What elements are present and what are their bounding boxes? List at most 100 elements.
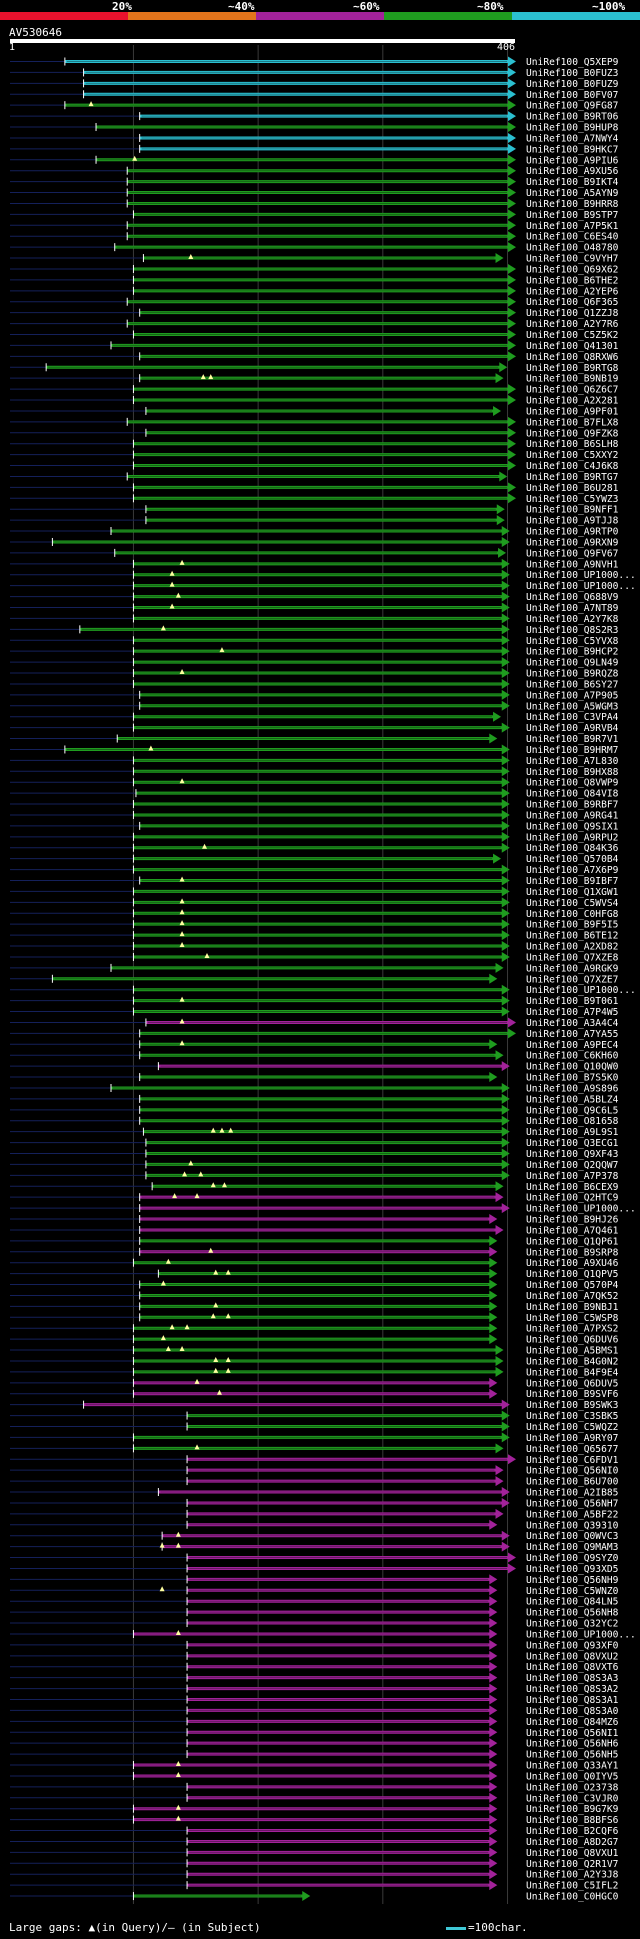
hit-label: UniRef100_UP1000... bbox=[526, 570, 636, 581]
hit-label: UniRef100_Q7XZE8 bbox=[526, 952, 619, 963]
hit-arrow bbox=[489, 1585, 498, 1596]
hit-arrow bbox=[489, 1814, 498, 1825]
hit-label: UniRef100_Q6DUV6 bbox=[526, 1335, 619, 1346]
hit-label: UniRef100_Q9FZK8 bbox=[526, 428, 619, 439]
query-gap-marker bbox=[194, 1378, 200, 1384]
hit-label: UniRef100_B9SRP8 bbox=[526, 1247, 619, 1258]
hit-arrow bbox=[508, 449, 516, 460]
hit-label: UniRef100_UP1000... bbox=[526, 1204, 636, 1215]
hit-label: UniRef100_B9HUP8 bbox=[526, 123, 619, 134]
hit-arrow bbox=[489, 1377, 498, 1388]
hit-label: UniRef100_A9RVB4 bbox=[526, 723, 619, 734]
hit-label: UniRef100_B9HRR8 bbox=[526, 199, 619, 210]
hit-arrow bbox=[501, 799, 510, 810]
hit-arrow bbox=[489, 1836, 498, 1847]
hit-arrow bbox=[489, 1246, 498, 1257]
gap-legend: Large gaps: ▲(in Query)/– (in Subject) bbox=[9, 1921, 261, 1934]
hit-label: UniRef100_Q9FV67 bbox=[526, 548, 619, 559]
hit-label: UniRef100_Q8VWP9 bbox=[526, 778, 619, 789]
hit-arrow bbox=[489, 1290, 498, 1301]
query-gap-marker bbox=[169, 570, 175, 576]
hit-label: UniRef100_Q8S3A2 bbox=[526, 1684, 618, 1695]
hit-label: UniRef100_C4J6K8 bbox=[526, 461, 619, 472]
scale-segment bbox=[512, 12, 640, 20]
query-gap-marker bbox=[198, 1171, 204, 1177]
query-gap-marker bbox=[213, 1356, 219, 1362]
hit-arrow bbox=[508, 198, 516, 209]
hit-label: UniRef100_B6CEX9 bbox=[526, 1182, 619, 1193]
hit-arrow bbox=[501, 1497, 510, 1508]
hit-arrow bbox=[508, 176, 516, 187]
hit-arrow bbox=[508, 67, 516, 78]
hit-label: UniRef100_Q1ZZJ8 bbox=[526, 308, 619, 319]
hit-label: UniRef100_A9PEC4 bbox=[526, 1040, 619, 1051]
hit-label: UniRef100_A7L830 bbox=[526, 756, 619, 767]
hit-label: UniRef100_Q8S2R3 bbox=[526, 625, 619, 636]
hit-arrow bbox=[508, 493, 516, 504]
hit-label: UniRef100_C5WQZ2 bbox=[526, 1422, 618, 1433]
hit-arrow bbox=[489, 973, 498, 984]
hit-label: UniRef100_A9PF01 bbox=[526, 406, 619, 417]
query-gap-marker bbox=[188, 1160, 194, 1166]
query-gap-marker bbox=[169, 1324, 175, 1330]
hit-arrow bbox=[489, 1727, 498, 1738]
query-gap-marker bbox=[204, 952, 210, 958]
hit-arrow bbox=[501, 722, 510, 733]
hit-arrow bbox=[501, 930, 510, 941]
scale-label-60: ~60% bbox=[353, 0, 380, 13]
hit-arrow bbox=[508, 296, 516, 307]
query-gap-marker bbox=[179, 1346, 185, 1352]
hit-arrow bbox=[501, 1159, 510, 1170]
hit-arrow bbox=[501, 864, 510, 875]
hit-label: UniRef100_A9RXN9 bbox=[526, 537, 619, 548]
hit-label: UniRef100_B0FV07 bbox=[526, 90, 619, 101]
hit-arrow bbox=[489, 1749, 498, 1760]
hit-label: UniRef100_C9VYH7 bbox=[526, 254, 619, 265]
hit-arrow bbox=[501, 886, 510, 897]
hit-label: UniRef100_A9NVH1 bbox=[526, 559, 619, 570]
hit-label: UniRef100_B8BFS6 bbox=[526, 1815, 619, 1826]
hit-label: UniRef100_Q9SYZ0 bbox=[526, 1553, 619, 1564]
hit-arrow bbox=[489, 733, 498, 744]
hit-arrow bbox=[508, 100, 516, 111]
hit-arrow bbox=[489, 1072, 498, 1083]
hit-label: UniRef100_B9RQZ8 bbox=[526, 669, 619, 680]
hit-label: UniRef100_B6SLH8 bbox=[526, 439, 619, 450]
query-gap-marker bbox=[88, 101, 94, 107]
hit-label: UniRef100_B0FUZ9 bbox=[526, 79, 619, 90]
query-gap-marker bbox=[210, 1127, 216, 1133]
query-gap-marker bbox=[159, 1586, 165, 1592]
query-gap-marker bbox=[148, 745, 154, 751]
hit-label: UniRef100_B9RTG8 bbox=[526, 363, 619, 374]
hit-label: UniRef100_Q8S3A3 bbox=[526, 1673, 619, 1684]
hit-arrow bbox=[501, 700, 510, 711]
hit-arrow bbox=[501, 951, 510, 962]
hit-label: UniRef100_B6THE2 bbox=[526, 275, 618, 286]
query-gap-marker bbox=[175, 1815, 181, 1821]
hit-arrow bbox=[501, 536, 510, 547]
hit-arrow bbox=[489, 1519, 498, 1530]
hit-label: UniRef100_Q8VXU2 bbox=[526, 1651, 618, 1662]
hit-label: UniRef100_Q6Z6C7 bbox=[526, 385, 619, 396]
hit-arrow bbox=[489, 1880, 498, 1891]
hit-label: UniRef100_Q8VXU1 bbox=[526, 1848, 619, 1859]
hit-arrow bbox=[489, 1716, 498, 1727]
hit-arrow bbox=[501, 755, 510, 766]
hit-arrow bbox=[508, 111, 516, 122]
hit-label: UniRef100_C6FDV1 bbox=[526, 1455, 619, 1466]
hit-arrow bbox=[495, 1355, 504, 1366]
hit-arrow bbox=[495, 1181, 504, 1192]
hit-arrow bbox=[501, 777, 510, 788]
hit-arrow bbox=[508, 263, 516, 274]
hit-label: UniRef100_A7Q461 bbox=[526, 1225, 619, 1236]
hit-arrow bbox=[501, 1115, 510, 1126]
hit-label: UniRef100_B9NBJ1 bbox=[526, 1302, 619, 1313]
query-gap-marker bbox=[169, 581, 175, 587]
hit-arrow bbox=[508, 307, 516, 318]
hit-arrow bbox=[499, 362, 508, 373]
hit-arrow bbox=[489, 1268, 498, 1279]
query-gap-marker bbox=[160, 1280, 166, 1286]
hit-arrow bbox=[495, 373, 504, 384]
hit-arrow bbox=[508, 460, 516, 471]
